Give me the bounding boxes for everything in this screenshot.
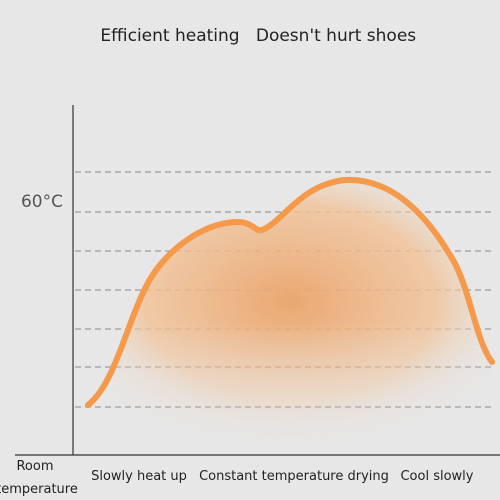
phase-label: Cool slowly bbox=[400, 469, 473, 484]
origin-label: Room bbox=[16, 459, 53, 474]
heat-curve bbox=[85, 176, 495, 408]
phase-label: Slowly heat up bbox=[91, 469, 187, 484]
phase-label: Constant temperature drying bbox=[199, 469, 389, 484]
heat-area bbox=[88, 179, 492, 450]
origin-label: temperature bbox=[0, 482, 78, 497]
header-right: Doesn't hurt shoes bbox=[256, 26, 416, 46]
header-left: Efficient heating bbox=[100, 26, 239, 46]
y-label: 60°C bbox=[21, 192, 63, 212]
